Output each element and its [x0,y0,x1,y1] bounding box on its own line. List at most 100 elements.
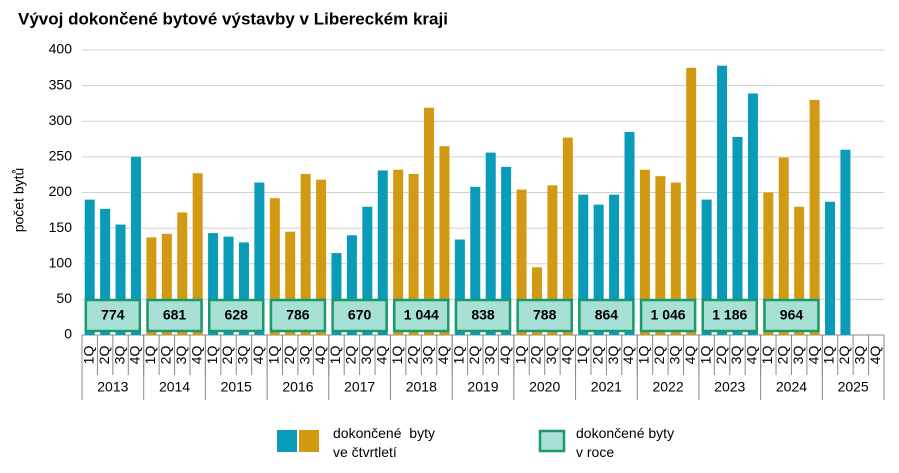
annual-label: 670 [348,307,372,323]
annual-box [269,298,327,333]
x-tick-label: 3Q [852,346,868,365]
bar [825,201,836,335]
x-tick-label: 1Q [636,346,652,365]
x-tick-label: 1Q [142,346,158,365]
x-tick-label: 1Q [574,346,590,365]
x-tick-label: 3Q [481,346,497,365]
x-tick-label: 2Q [466,346,482,365]
bar [547,185,558,335]
x-tick-label: 1Q [389,346,405,365]
year-label: 2017 [344,379,375,395]
bar [393,169,404,335]
year-label: 2020 [529,379,560,395]
x-tick-label: 3Q [543,346,559,365]
year-label: 2019 [467,379,498,395]
x-tick-label: 2Q [836,346,852,365]
bar [408,173,419,335]
bar [747,93,758,336]
bar [316,179,327,335]
x-tick-label: 1Q [821,346,837,365]
annual-label: 864 [595,307,619,323]
year-label: 2015 [221,379,252,395]
annual-box [516,298,573,333]
x-tick-label: 2Q [528,346,544,365]
bar [578,194,589,335]
x-tick-label: 3Q [728,346,744,365]
annual-box [763,298,820,333]
bar [501,166,512,335]
legend-label: dokončené byty ve čtvrtletí [333,425,439,460]
bar [362,206,373,335]
bar [778,157,789,335]
year-label: 2013 [97,379,128,395]
bar [794,206,805,335]
annual-box [331,298,388,333]
y-tick-label: 150 [49,219,73,235]
x-tick-label: 4Q [373,346,389,365]
x-tick-label: 2Q [158,346,174,365]
bar [562,137,573,335]
bar [161,233,172,335]
annual-label: 964 [780,307,804,323]
x-tick-label: 1Q [204,346,220,365]
y-tick-label: 50 [56,290,72,306]
annual-box [639,298,697,333]
y-tick-label: 350 [49,76,73,92]
x-tick-label: 1Q [512,346,528,365]
annual-label: 628 [225,307,249,323]
x-tick-label: 2Q [281,346,297,365]
bar [100,208,111,335]
year-label: 2014 [159,379,190,395]
annual-label: 774 [101,307,125,323]
annual-label: 1 186 [712,307,747,323]
x-tick-label: 4Q [127,346,143,365]
bar [115,224,126,335]
x-tick-label: 3Q [605,346,621,365]
bar [840,149,851,335]
year-label: 2018 [406,379,437,395]
legend-label: dokončené byty v roce [576,425,678,460]
x-tick-label: 4Q [188,346,204,365]
bar [269,198,280,335]
bar [485,152,496,335]
legend-swatch [277,430,297,452]
bar [624,131,635,335]
bar [609,194,620,335]
bar [454,239,465,335]
x-tick-label: 3Q [173,346,189,365]
x-tick-label: 4Q [312,346,328,365]
year-label: 2021 [591,379,622,395]
x-tick-label: 3Q [111,346,127,365]
bar [377,170,388,335]
bar [593,204,604,335]
x-tick-label: 2Q [774,346,790,365]
x-tick-label: 1Q [697,346,713,365]
bar [639,169,650,335]
y-tick-label: 100 [49,254,73,270]
bar [516,189,527,335]
bar [223,236,234,335]
annual-box [207,298,265,333]
bar [686,67,697,335]
x-tick-label: 2Q [96,346,112,365]
annual-label: 1 046 [651,307,686,323]
x-tick-label: 2Q [713,346,729,365]
x-tick-label: 4Q [559,346,575,365]
x-tick-label: 4Q [497,346,513,365]
y-tick-label: 300 [49,112,73,128]
year-label: 2025 [838,379,869,395]
bar [346,235,357,335]
annual-box [393,298,450,333]
annual-box [578,298,635,333]
x-tick-label: 1Q [265,346,281,365]
annual-box [84,298,142,333]
bar [470,186,481,335]
bar [809,99,820,335]
legend-swatch [538,429,566,453]
y-tick-label: 400 [49,41,73,57]
bar [285,231,296,335]
annual-label: 788 [533,307,557,323]
annual-box [701,298,759,333]
